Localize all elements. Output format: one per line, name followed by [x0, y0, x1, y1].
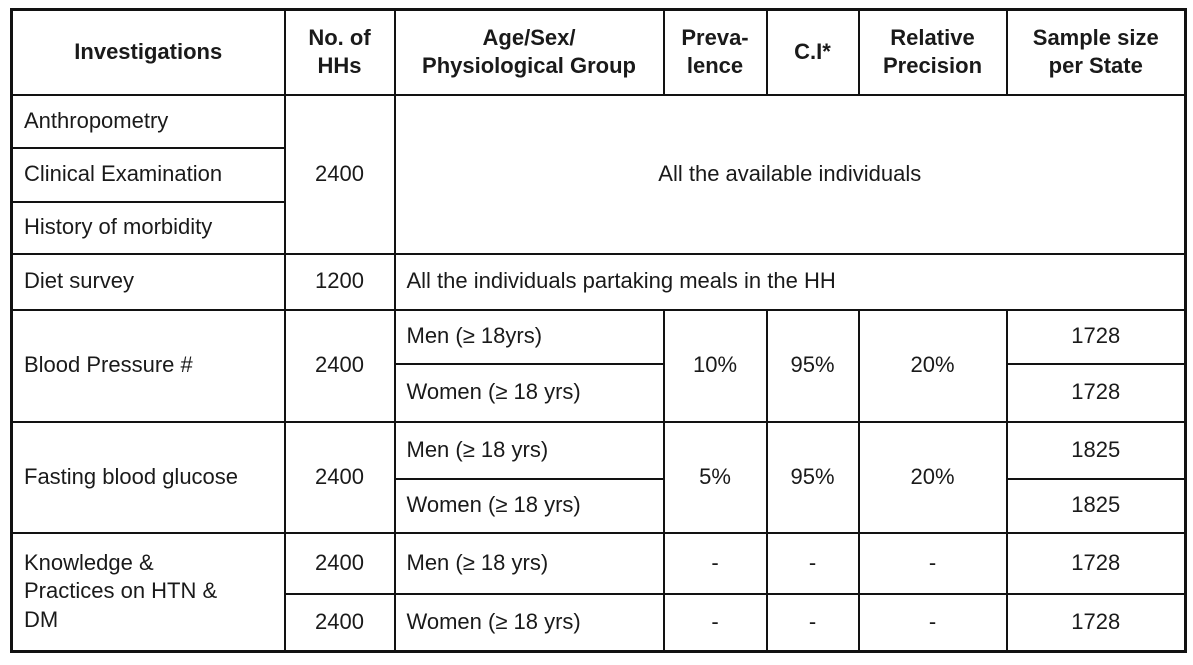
- cell-investigation-fasting-glucose: Fasting blood glucose: [10, 420, 286, 534]
- cell-fg-group-men: Men (≥ 18 yrs): [393, 420, 665, 480]
- cell-kn-relative-precision-men: -: [857, 531, 1008, 595]
- table-row-blood-pressure-women: Women (≥ 18 yrs) 1728: [12, 362, 1187, 423]
- table-row-fasting-glucose-women: Women (≥ 18 yrs) 1825: [12, 477, 1187, 534]
- cell-bp-group-men: Men (≥ 18yrs): [393, 308, 665, 365]
- cell-investigation-anthropometry: Anthropometry: [10, 93, 286, 149]
- cell-investigation-blood-pressure: Blood Pressure #: [10, 308, 286, 423]
- cell-bp-sample-size-men: 1728: [1005, 308, 1187, 365]
- cell-anthro-coverage: All the available individuals: [393, 93, 1187, 255]
- cell-kn-group-men: Men (≥ 18 yrs): [393, 531, 665, 595]
- cell-kn-no-of-hhs-women: 2400: [283, 592, 396, 653]
- header-investigations: Investigations: [10, 8, 286, 96]
- sampling-design-table: Investigations No. of HHs Age/Sex/ Physi…: [10, 8, 1187, 653]
- cell-bp-sample-size-women: 1728: [1005, 362, 1187, 423]
- header-relative-precision: Relative Precision: [857, 8, 1008, 96]
- header-prevalence: Preva- lence: [662, 8, 768, 96]
- table-row-fasting-glucose-men: Fasting blood glucose 2400 Men (≥ 18 yrs…: [10, 420, 1187, 534]
- cell-diet-coverage: All the individuals partaking meals in t…: [393, 252, 1187, 311]
- cell-fg-no-of-hhs: 2400: [283, 420, 396, 534]
- cell-fg-ci: 95%: [765, 420, 860, 534]
- cell-kn-sample-size-men: 1728: [1005, 531, 1187, 595]
- cell-fg-sample-size-men: 1825: [1005, 420, 1187, 480]
- cell-fg-prevalence: 5%: [662, 420, 768, 534]
- cell-fg-group-women: Women (≥ 18 yrs): [393, 477, 665, 534]
- cell-kn-sample-size-women: 1728: [1005, 592, 1187, 653]
- cell-investigation-history-of-morbidity: History of morbidity: [10, 200, 286, 255]
- table-row-anthropometry: Anthropometry 2400 All the available ind…: [10, 93, 1187, 255]
- table-row-knowledge-men: Knowledge & Practices on HTN & DM 2400 M…: [10, 531, 1187, 653]
- cell-bp-relative-precision: 20%: [857, 308, 1008, 423]
- cell-kn-ci-men: -: [765, 531, 860, 595]
- cell-kn-no-of-hhs-men: 2400: [283, 531, 396, 595]
- cell-investigation-knowledge-practices: Knowledge & Practices on HTN & DM: [10, 531, 286, 653]
- cell-kn-prevalence-women: -: [662, 592, 768, 653]
- cell-kn-prevalence-men: -: [662, 531, 768, 595]
- cell-fg-relative-precision: 20%: [857, 420, 1008, 534]
- table-row-knowledge-women: 2400 Women (≥ 18 yrs) - - - 1728: [12, 592, 1187, 653]
- header-ci: C.I*: [765, 8, 860, 96]
- cell-kn-group-women: Women (≥ 18 yrs): [393, 592, 665, 653]
- header-no-of-hhs: No. of HHs: [283, 8, 396, 96]
- table-row-diet-survey: Diet survey 1200 All the individuals par…: [10, 252, 1187, 311]
- cell-fg-sample-size-women: 1825: [1005, 477, 1187, 534]
- cell-anthro-no-of-hhs: 2400: [283, 93, 396, 255]
- cell-kn-relative-precision-women: -: [857, 592, 1008, 653]
- cell-bp-group-women: Women (≥ 18 yrs): [393, 362, 665, 423]
- table-header-row: Investigations No. of HHs Age/Sex/ Physi…: [10, 8, 1187, 96]
- table-row-blood-pressure-men: Blood Pressure # 2400 Men (≥ 18yrs) 10% …: [10, 308, 1187, 423]
- table-row-history-of-morbidity: History of morbidity: [10, 200, 1186, 255]
- cell-bp-no-of-hhs: 2400: [283, 308, 396, 423]
- header-sample-size: Sample size per State: [1005, 8, 1187, 96]
- cell-kn-ci-women: -: [765, 592, 860, 653]
- cell-investigation-clinical-examination: Clinical Examination: [10, 146, 286, 203]
- table-row-clinical-examination: Clinical Examination: [10, 146, 1186, 203]
- header-age-sex-group: Age/Sex/ Physiological Group: [393, 8, 665, 96]
- cell-diet-no-of-hhs: 1200: [283, 252, 396, 311]
- cell-investigation-diet-survey: Diet survey: [10, 252, 286, 311]
- cell-bp-ci: 95%: [765, 308, 860, 423]
- cell-bp-prevalence: 10%: [662, 308, 768, 423]
